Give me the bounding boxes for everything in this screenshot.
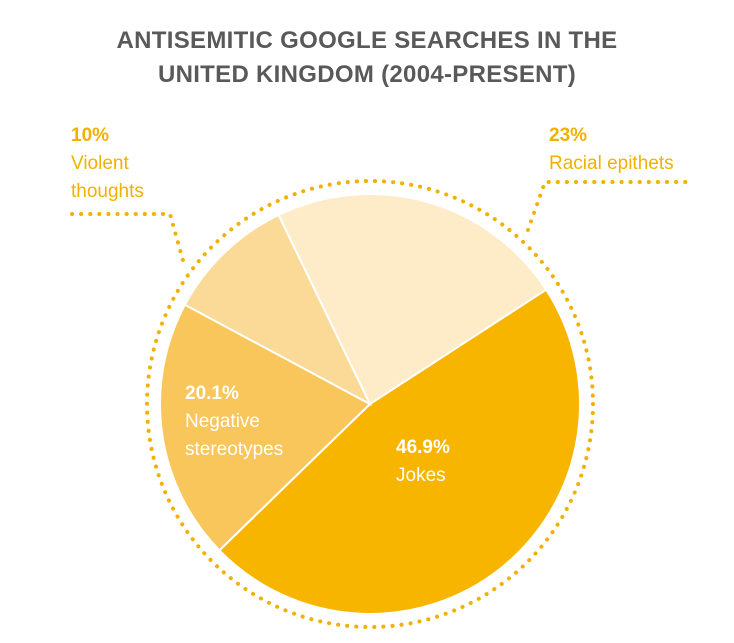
slice-label-violent-thoughts: 10% Violent thoughts bbox=[71, 125, 144, 202]
pie-slices bbox=[159, 193, 581, 615]
slice-label-negative-stereotypes: 20.1% Negative stereotypes bbox=[185, 383, 283, 460]
slice-name-negative-stereotypes-line-2: stereotypes bbox=[185, 439, 283, 460]
slice-name-racial-epithets-line-1: Racial epithets bbox=[549, 153, 674, 174]
chart-title-line-1: ANTISEMITIC GOOGLE SEARCHES IN THE bbox=[116, 27, 618, 54]
dotted-outline bbox=[145, 179, 595, 629]
leader-line-racial-epithets bbox=[526, 180, 692, 232]
slice-name-negative-stereotypes-line-1: Negative bbox=[185, 411, 260, 432]
pie-slice-jokes bbox=[217, 288, 581, 615]
pie-slice-racial-epithets bbox=[277, 193, 548, 406]
leader-lines bbox=[70, 180, 692, 266]
slice-percent-violent-thoughts: 10% bbox=[71, 125, 109, 146]
leader-line-violent-thoughts bbox=[70, 212, 186, 266]
slice-name-jokes-line-1: Jokes bbox=[396, 465, 446, 486]
chart-title-line-2: UNITED KINGDOM (2004-PRESENT) bbox=[157, 61, 577, 88]
slice-labels: 46.9% Jokes 20.1% Negative stereotypes 10% Vio… bbox=[71, 125, 674, 486]
slice-percent-racial-epithets: 23% bbox=[549, 125, 587, 146]
pie-slice-violent-thoughts bbox=[183, 213, 373, 407]
slice-percent-negative-stereotypes: 20.1% bbox=[185, 383, 239, 404]
slice-label-racial-epithets: 23% Racial epithets bbox=[549, 125, 674, 174]
slice-name-violent-thoughts-line-2: thoughts bbox=[71, 181, 144, 202]
pie-slice-negative-stereotypes bbox=[159, 303, 372, 552]
chart-title: ANTISEMITIC GOOGLE SEARCHES IN THE UNITE… bbox=[0, 24, 734, 92]
slice-name-violent-thoughts-line-1: Violent bbox=[71, 153, 129, 174]
slice-label-jokes: 46.9% Jokes bbox=[396, 437, 450, 486]
slice-percent-jokes: 46.9% bbox=[396, 437, 450, 458]
